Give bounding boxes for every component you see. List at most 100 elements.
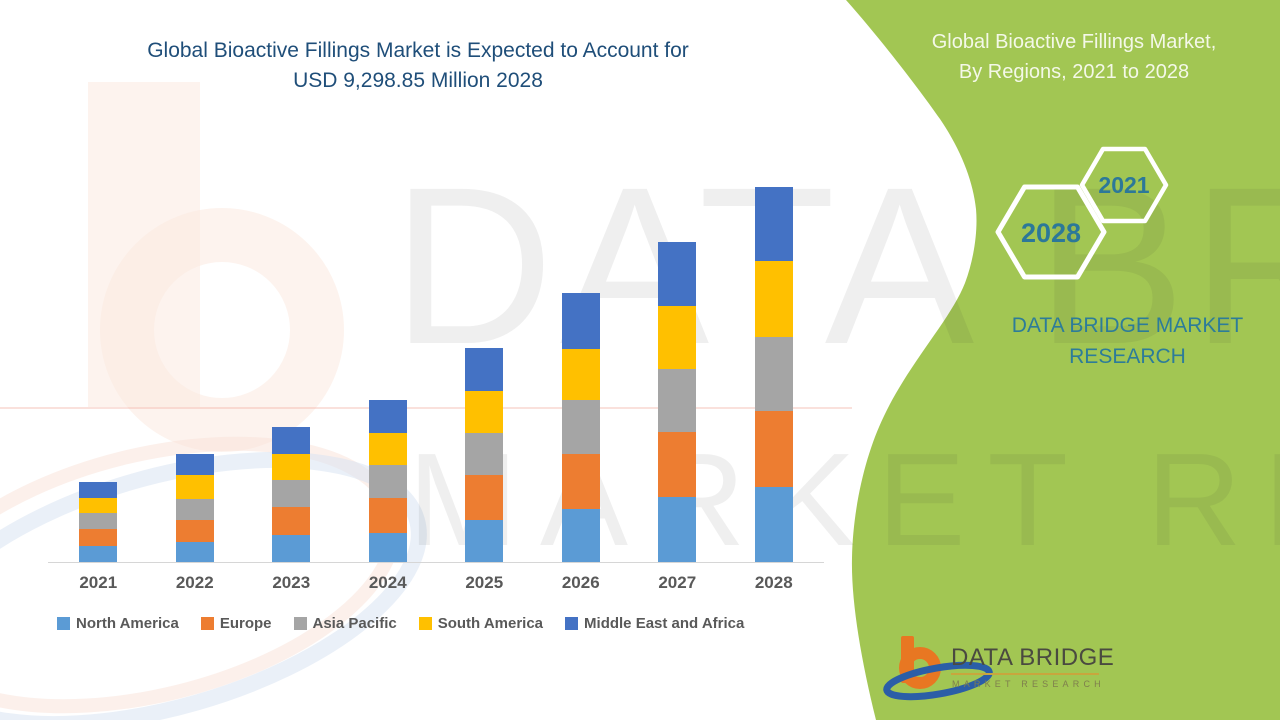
bar-segment-middle-east-and-africa-2026 (561, 293, 600, 349)
brand-text-line1: DATA BRIDGE MARKET (1011, 314, 1244, 337)
x-axis-line (48, 562, 824, 563)
bar-stack-2027 (658, 242, 697, 562)
legend-label-north-america: North America (76, 615, 179, 632)
bar-column-2027 (629, 182, 726, 562)
bar-stack-2025 (465, 348, 504, 562)
bar-segment-middle-east-and-africa-2028 (754, 187, 793, 261)
bar-segment-asia-pacific-2028 (754, 337, 793, 411)
chart-title-line2: USD 9,298.85 Million 2028 (293, 69, 543, 92)
bar-stack-2023 (272, 427, 311, 562)
bar-segment-asia-pacific-2024 (368, 465, 407, 498)
legend-label-asia-pacific: Asia Pacific (312, 615, 397, 632)
side-panel-title-line2: By Regions, 2021 to 2028 (958, 61, 1190, 83)
bar-segment-north-america-2022 (175, 542, 214, 562)
legend-label-europe: Europe (219, 615, 272, 632)
bar-segment-middle-east-and-africa-2027 (658, 242, 697, 306)
decorative-pink-line (0, 407, 852, 409)
bar-segment-north-america-2027 (658, 497, 697, 562)
bar-segment-asia-pacific-2023 (272, 480, 311, 507)
bar-segment-south-america-2024 (368, 433, 407, 465)
bar-segment-asia-pacific-2021 (79, 513, 118, 529)
x-axis-label-2022: 2022 (175, 573, 214, 592)
legend-item-middle-east-and-africa: Middle East and Africa (565, 615, 744, 632)
legend-label-middle-east-and-africa: Middle East and Africa (584, 615, 745, 632)
bar-stack-2022 (175, 454, 214, 562)
bar-segment-south-america-2021 (79, 498, 118, 513)
bar-segment-middle-east-and-africa-2021 (79, 482, 118, 498)
bar-segment-asia-pacific-2027 (658, 369, 697, 432)
bar-segment-middle-east-and-africa-2023 (272, 427, 311, 454)
bar-segment-south-america-2022 (175, 475, 214, 499)
bar-segment-north-america-2024 (368, 533, 407, 562)
legend: North America Europe Asia Pacific South Ame… (57, 615, 847, 632)
bar-stack-2024 (368, 400, 407, 562)
bar-segment-europe-2027 (658, 432, 697, 497)
bar-segment-north-america-2021 (79, 546, 118, 562)
bar-segment-europe-2025 (465, 475, 504, 520)
bar-segment-south-america-2023 (272, 454, 311, 480)
chart-title: Global Bioactive Fillings Market is Expe… (55, 36, 781, 96)
x-axis-label-2026: 2026 (561, 573, 600, 592)
x-axis-label-2021: 2021 (79, 573, 118, 592)
bar-segment-north-america-2025 (465, 520, 504, 562)
bar-segment-europe-2024 (368, 498, 407, 533)
bar-segment-south-america-2028 (754, 261, 793, 337)
chart-title-line1: Global Bioactive Fillings Market is Expe… (147, 39, 689, 62)
x-axis-label-2028: 2028 (754, 573, 793, 592)
x-axis-label-2027: 2027 (658, 573, 697, 592)
legend-swatch-north-america (57, 617, 70, 630)
legend-item-north-america: North America (57, 615, 179, 632)
bar-segment-middle-east-and-africa-2022 (175, 454, 214, 475)
bar-segment-europe-2022 (175, 520, 214, 542)
legend-label-south-america: South America (437, 615, 544, 632)
bar-segment-south-america-2026 (561, 349, 600, 400)
logo-wordmark: DATA BRIDGE (951, 644, 1115, 671)
bar-column-2024 (340, 182, 437, 562)
legend-swatch-middle-east-and-africa (565, 617, 579, 630)
bar-stack-2021 (79, 482, 118, 562)
bar-segment-north-america-2023 (272, 535, 311, 562)
bar-column-2028 (726, 182, 823, 562)
x-axis-label-2024: 2024 (368, 573, 407, 592)
logo-tagline: MARKET RESEARCH (952, 679, 1105, 689)
side-panel-title-line1: Global Bioactive Fillings Market, (931, 31, 1217, 53)
bar-segment-europe-2023 (272, 507, 311, 535)
bar-segment-north-america-2028 (754, 487, 793, 562)
legend-item-asia-pacific: Asia Pacific (293, 615, 397, 632)
brand-text: DATA BRIDGE MARKET RESEARCH (985, 310, 1270, 372)
bar-column-2025 (436, 182, 533, 562)
bar-column-2026 (533, 182, 630, 562)
bar-stack-2026 (561, 293, 600, 562)
legend-swatch-south-america (418, 617, 432, 630)
legend-swatch-asia-pacific (293, 617, 307, 630)
bar-segment-south-america-2025 (465, 391, 504, 433)
bar-column-2022 (147, 182, 244, 562)
bar-segment-asia-pacific-2022 (175, 499, 214, 520)
side-panel-title: Global Bioactive Fillings Market, By Reg… (876, 27, 1272, 87)
bar-segment-middle-east-and-africa-2024 (368, 400, 407, 433)
bar-segment-north-america-2026 (561, 509, 600, 562)
legend-item-south-america: South America (418, 615, 544, 632)
bar-segment-middle-east-and-africa-2025 (465, 348, 504, 391)
legend-item-europe: Europe (200, 615, 272, 632)
bar-column-2021 (50, 182, 147, 562)
bar-segment-asia-pacific-2025 (465, 433, 504, 475)
logo-underline (951, 673, 1099, 675)
bar-segment-europe-2026 (561, 454, 600, 509)
bar-segment-asia-pacific-2026 (561, 400, 600, 454)
bar-segment-europe-2021 (79, 529, 118, 546)
watermark-swoosh-blue-icon (0, 451, 427, 720)
watermark-b-bowl-icon (100, 208, 344, 452)
x-axis-label-2023: 2023 (272, 573, 311, 592)
bar-segment-europe-2028 (754, 411, 793, 487)
bar-chart (50, 182, 822, 562)
brand-text-line2: RESEARCH (1069, 345, 1186, 368)
legend-swatch-europe (200, 617, 214, 630)
bar-stack-2028 (754, 187, 793, 562)
x-axis-label-2025: 2025 (465, 573, 504, 592)
x-axis-labels: 2021 2022 2023 2024 2025 2026 2027 2028 (50, 573, 822, 593)
bar-segment-south-america-2027 (658, 306, 697, 369)
green-panel-shape (846, 0, 1280, 720)
bar-column-2023 (243, 182, 340, 562)
